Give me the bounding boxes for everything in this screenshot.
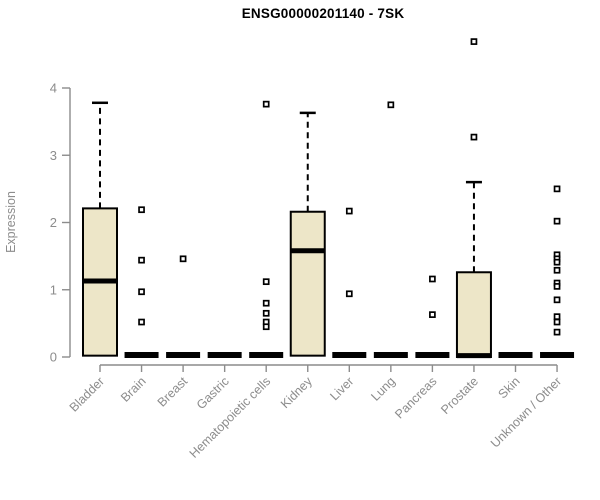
- outlier-point: [553, 258, 561, 266]
- outlier-point: [553, 266, 561, 274]
- outlier-point: [470, 38, 478, 45]
- x-tick-label: Prostate: [438, 374, 481, 417]
- x-tick-label: Liver: [327, 374, 356, 403]
- x-tick-label: Kidney: [278, 374, 315, 411]
- x-tick-label: Skin: [496, 374, 523, 401]
- outlier-point: [262, 278, 270, 286]
- x-tick-label: Brain: [118, 374, 149, 405]
- collapsed-box-pancreas: [415, 352, 450, 358]
- collapsed-box-skin: [498, 352, 533, 358]
- outlier-point: [387, 101, 395, 109]
- collapsed-box-breast: [166, 352, 201, 358]
- collapsed-box-hematopoietic-cells: [249, 352, 284, 358]
- outlier-point: [138, 256, 145, 264]
- collapsed-box-lung: [373, 352, 408, 358]
- outlier-point: [553, 296, 561, 304]
- outlier-point: [138, 206, 145, 214]
- outlier-point: [553, 313, 561, 320]
- outlier-point: [138, 318, 145, 326]
- outlier-point: [262, 323, 270, 331]
- y-tick-label: 0: [50, 350, 57, 365]
- outlier-point: [470, 133, 478, 141]
- outlier-point: [553, 318, 561, 326]
- outlier-point: [553, 328, 561, 336]
- collapsed-box-gastric: [207, 352, 242, 358]
- x-tick-label: Gastric: [194, 374, 232, 412]
- outlier-point: [138, 288, 145, 296]
- outlier-point: [429, 311, 436, 318]
- outlier-point: [179, 255, 187, 263]
- outlier-point: [262, 100, 270, 108]
- outlier-point: [345, 290, 353, 298]
- collapsed-box-brain: [124, 352, 159, 358]
- outlier-point: [429, 275, 436, 283]
- y-tick-label: 3: [50, 148, 57, 163]
- y-tick-label: 4: [50, 81, 57, 96]
- outlier-point: [262, 309, 270, 317]
- box-prostate: [455, 271, 492, 359]
- outlier-point: [553, 185, 561, 193]
- outlier-point: [553, 217, 561, 225]
- outlier-point: [262, 299, 270, 307]
- chart-title: ENSG00000201140 - 7SK: [241, 6, 405, 21]
- x-tick-label: Pancreas: [392, 374, 439, 421]
- x-tick-label: Unknown / Other: [488, 374, 564, 450]
- collapsed-box-liver: [332, 352, 367, 358]
- y-tick-label: 2: [50, 215, 57, 230]
- x-tick-label: Lung: [368, 374, 398, 404]
- x-tick-label: Bladder: [67, 374, 107, 414]
- x-tick-label: Hematopoietic cells: [187, 374, 274, 461]
- x-tick-label: Breast: [155, 374, 191, 410]
- y-tick-label: 1: [50, 282, 57, 297]
- outlier-point: [345, 207, 353, 215]
- box-kidney: [289, 210, 326, 357]
- outlier-point: [553, 283, 561, 290]
- collapsed-box-unknown-other: [540, 352, 575, 358]
